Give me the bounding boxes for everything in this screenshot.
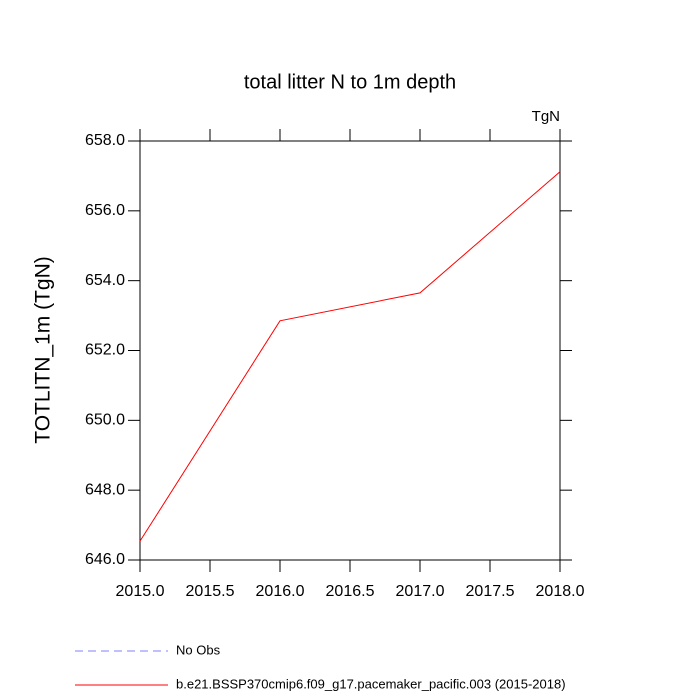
units-label: TgN	[532, 108, 560, 125]
plot-frame	[139, 140, 561, 561]
x-tick-label: 2015.5	[186, 583, 235, 600]
y-tick-label: 654.0	[85, 272, 125, 289]
y-tick-label: 652.0	[85, 342, 125, 359]
legend-label: b.e21.BSSP370cmip6.f09_g17.pacemaker_pac…	[176, 676, 566, 691]
x-tick-label: 2016.5	[326, 583, 375, 600]
y-tick-label: 656.0	[85, 202, 125, 219]
x-tick-label: 2016.0	[256, 583, 305, 600]
y-tick-label: 648.0	[85, 481, 125, 498]
y-tick-label: 650.0	[85, 412, 125, 429]
y-tick-label: 646.0	[85, 551, 125, 568]
x-tick-label: 2015.0	[116, 583, 165, 600]
x-tick-label: 2018.0	[536, 583, 585, 600]
x-tick-label: 2017.0	[396, 583, 445, 600]
y-axis-label: TOTLITN_1m (TgN)	[32, 256, 55, 443]
series-line	[139, 171, 561, 542]
chart-title: total litter N to 1m depth	[244, 71, 456, 93]
x-tick-label: 2017.5	[466, 583, 515, 600]
y-tick-label: 658.0	[85, 132, 125, 149]
legend-label: No Obs	[176, 642, 221, 657]
